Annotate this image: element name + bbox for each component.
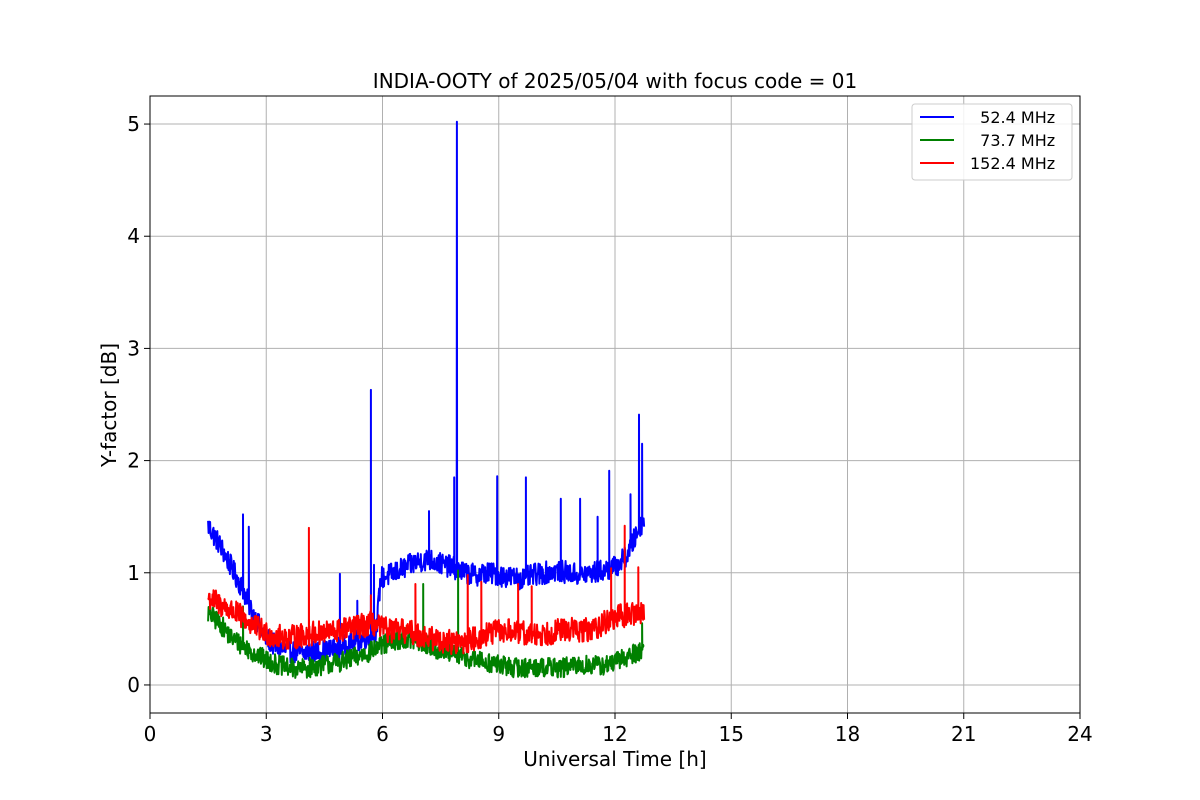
y-tick-label: 2 xyxy=(127,449,140,473)
y-tick-label: 5 xyxy=(127,112,140,136)
x-axis-label: Universal Time [h] xyxy=(523,747,706,771)
y-tick-label: 3 xyxy=(127,336,140,360)
x-tick-label: 15 xyxy=(719,722,744,746)
x-tick-label: 0 xyxy=(144,722,157,746)
chart-title: INDIA-OOTY of 2025/05/04 with focus code… xyxy=(373,69,857,93)
series-layer xyxy=(207,120,646,679)
x-tick-label: 9 xyxy=(492,722,505,746)
legend-entry-label: 52.4 MHz xyxy=(970,108,1055,127)
y-axis-label: Y-factor [dB] xyxy=(97,343,121,468)
x-tick-label: 24 xyxy=(1067,722,1092,746)
series-line-2 xyxy=(207,524,646,655)
legend-entry-label: 73.7 MHz xyxy=(970,131,1055,150)
legend-box xyxy=(911,103,1073,181)
x-tick-label: 21 xyxy=(951,722,976,746)
y-tick-label: 4 xyxy=(127,224,140,248)
y-tick-label: 1 xyxy=(127,561,140,585)
y-tick-label: 0 xyxy=(127,673,140,697)
series-line-1 xyxy=(207,569,645,679)
x-tick-label: 12 xyxy=(602,722,627,746)
x-tick-label: 6 xyxy=(376,722,389,746)
x-tick-label: 18 xyxy=(835,722,860,746)
legend: 52.4 MHz 73.7 MHz 152.4 MHz xyxy=(911,103,1073,181)
legend-entry-label: 152.4 MHz xyxy=(970,154,1055,173)
x-tick-label: 3 xyxy=(260,722,273,746)
